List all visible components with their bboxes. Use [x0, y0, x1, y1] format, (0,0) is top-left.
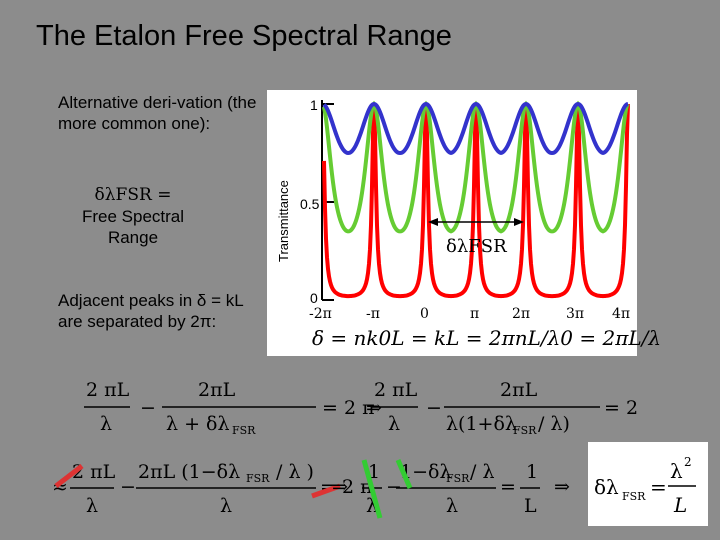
svg-text:FSR: FSR — [446, 472, 470, 485]
svg-text:1: 1 — [526, 461, 538, 483]
svg-text:/ λ): / λ) — [538, 413, 570, 435]
svg-text:1−δλ: 1−δλ — [400, 461, 452, 483]
adjacent-peaks-text: Adjacent peaks in δ = kL are separated b… — [58, 291, 244, 331]
svg-text:λ(1+δλ: λ(1+δλ — [446, 413, 517, 435]
svg-text:/ λ: / λ — [470, 461, 494, 483]
svg-text:−: − — [140, 397, 156, 419]
svg-text:=: = — [500, 476, 516, 498]
svg-text:2: 2 — [684, 455, 692, 469]
x-tick: π — [470, 306, 480, 322]
result-equation: δλ FSR = λ 2 L — [594, 455, 696, 517]
svg-text:λ: λ — [670, 459, 683, 483]
equation-row-2: ≈ 2 πL λ − 2πL (1−δλ FSR / λ ) λ = 2 π ⇒… — [52, 459, 570, 519]
fsr-symbol: δλFSR = — [94, 185, 172, 205]
x-tick: -2π — [309, 306, 332, 322]
svg-text:FSR: FSR — [232, 424, 256, 437]
svg-text:2 πL: 2 πL — [72, 461, 116, 483]
svg-text:FSR: FSR — [246, 472, 270, 485]
svg-text:−: − — [386, 476, 402, 498]
result-box: δλ FSR = λ 2 L — [588, 442, 708, 526]
svg-text:/ λ ): / λ ) — [276, 461, 314, 483]
svg-text:λ + δλ: λ + δλ — [166, 413, 230, 435]
svg-text:⇒: ⇒ — [554, 476, 570, 498]
svg-text:= 2 π: = 2 π — [604, 397, 640, 419]
svg-text:⇒: ⇒ — [366, 397, 382, 419]
svg-text:2 πL: 2 πL — [86, 379, 130, 401]
x-tick: -π — [366, 306, 380, 322]
svg-text:FSR: FSR — [622, 490, 646, 503]
svg-text:2πL: 2πL — [198, 379, 236, 401]
svg-text:−: − — [120, 476, 136, 498]
svg-text:λ: λ — [220, 495, 232, 517]
svg-text:L: L — [673, 493, 687, 517]
svg-text:λ: λ — [388, 413, 400, 435]
svg-text:−: − — [426, 397, 442, 419]
y-tick-0: 0 — [310, 290, 318, 306]
fsr-annotation: δλFSR — [446, 236, 507, 257]
transmittance-curve — [322, 101, 629, 156]
y-tick-0-5: 0.5 — [300, 196, 320, 212]
svg-text:= 2 π: = 2 π — [320, 476, 373, 498]
svg-text:λ: λ — [86, 495, 98, 517]
svg-text:λ: λ — [446, 495, 458, 517]
svg-text:= 2 π: = 2 π — [322, 397, 375, 419]
svg-text:=: = — [650, 475, 667, 499]
x-formula: δ = nk0L = kL = 2πnL/λ0 = 2πL/λ — [312, 326, 662, 350]
x-tick: 0 — [420, 306, 429, 322]
fsr-definition: δλFSR = Free Spectral Range — [58, 185, 208, 248]
equation-row-1: 2 πL λ − 2πL λ + δλ FSR = 2 π ⇒ 2 πL λ −… — [84, 379, 640, 437]
y-axis-title: Transmittance — [276, 180, 291, 262]
y-tick-1: 1 — [310, 97, 318, 113]
fsr-text: Free Spectral Range — [81, 207, 185, 247]
x-tick: 2π — [512, 306, 531, 322]
svg-text:L: L — [524, 495, 537, 517]
svg-text:⇒: ⇒ — [332, 476, 348, 498]
svg-text:2πL (1−δλ: 2πL (1−δλ — [138, 461, 240, 483]
x-tick: 4π — [612, 306, 631, 322]
svg-text:δλ: δλ — [594, 475, 619, 499]
intro-text: Alternative deri-vation (the more common… — [58, 93, 257, 133]
svg-text:FSR: FSR — [513, 424, 537, 437]
svg-text:2πL: 2πL — [500, 379, 538, 401]
fsr-arrow — [428, 218, 524, 226]
slide-title: The Etalon Free Spectral Range — [36, 20, 452, 52]
svg-text:2 πL: 2 πL — [374, 379, 418, 401]
svg-text:λ: λ — [100, 413, 112, 435]
x-tick: 3π — [566, 306, 585, 322]
